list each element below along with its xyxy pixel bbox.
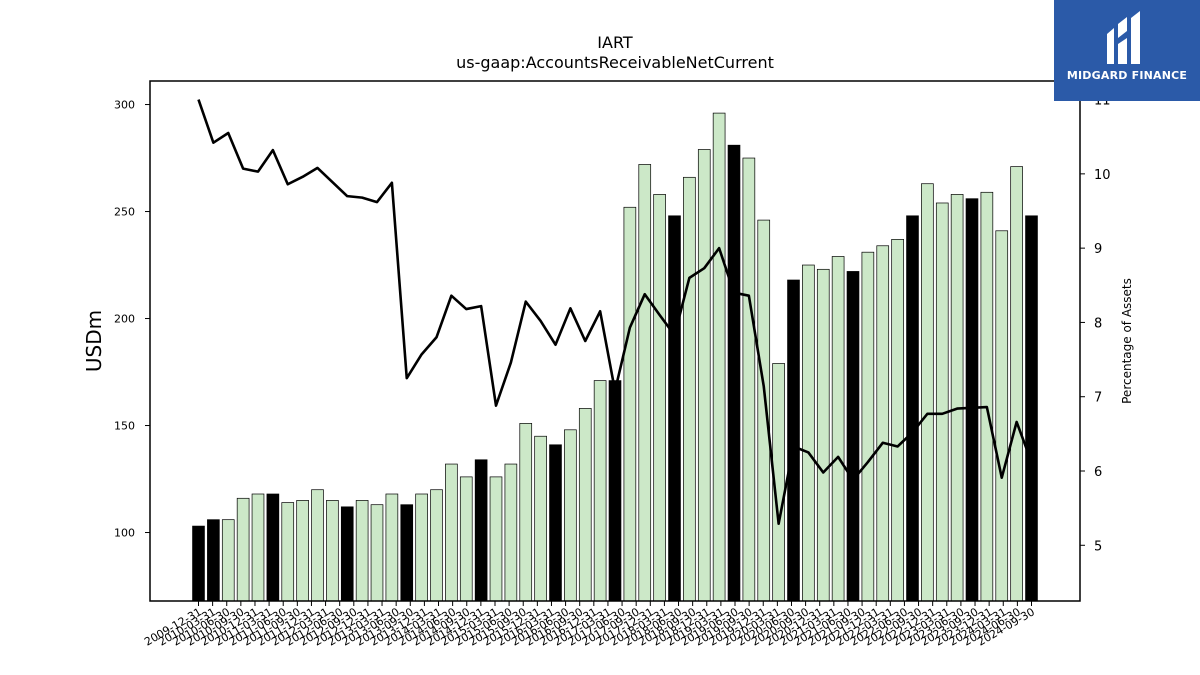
bar-series bbox=[192, 112, 1038, 602]
bar bbox=[549, 444, 562, 602]
y2-tick-label: 7 bbox=[1094, 391, 1102, 406]
y2-tick-label: 9 bbox=[1094, 242, 1102, 257]
bar bbox=[921, 183, 934, 602]
bar bbox=[712, 112, 726, 602]
bar bbox=[415, 493, 428, 602]
bar bbox=[608, 380, 622, 602]
bar bbox=[668, 215, 681, 602]
logo-text: MIDGARD FINANCE bbox=[1066, 69, 1188, 82]
y2-tick-label: 5 bbox=[1094, 539, 1102, 554]
bar bbox=[370, 504, 384, 602]
bar bbox=[192, 525, 205, 602]
bar bbox=[296, 500, 309, 602]
y-tick-label: 250 bbox=[114, 206, 135, 219]
bar bbox=[281, 502, 295, 602]
bar bbox=[697, 149, 711, 602]
bar bbox=[474, 459, 488, 602]
bar bbox=[891, 239, 904, 602]
bar bbox=[593, 380, 607, 602]
bar bbox=[430, 489, 443, 602]
bar bbox=[326, 500, 339, 602]
bar bbox=[683, 176, 696, 602]
bar bbox=[846, 271, 860, 602]
bar bbox=[980, 191, 994, 602]
bar bbox=[534, 435, 547, 602]
bar bbox=[340, 506, 354, 602]
bar bbox=[965, 198, 979, 602]
bar bbox=[1025, 215, 1038, 602]
bar bbox=[802, 264, 815, 602]
bar bbox=[995, 230, 1009, 602]
y2-tick-label: 10 bbox=[1094, 168, 1111, 183]
bar bbox=[251, 493, 265, 602]
bar bbox=[564, 429, 577, 602]
logo-mark-icon bbox=[1107, 11, 1140, 64]
y-tick-label: 300 bbox=[114, 99, 135, 112]
bar bbox=[816, 268, 830, 602]
bar bbox=[653, 194, 666, 602]
bar bbox=[207, 519, 220, 602]
plot-frame bbox=[149, 80, 1081, 602]
bar bbox=[623, 206, 637, 602]
y-tick-label: 200 bbox=[114, 313, 135, 326]
bar bbox=[400, 504, 414, 602]
y2-tick-label: 6 bbox=[1094, 465, 1102, 480]
bar bbox=[221, 519, 235, 602]
bar bbox=[727, 144, 741, 602]
midgard-finance-logo: MIDGARD FINANCE bbox=[1054, 0, 1200, 101]
bar bbox=[935, 202, 949, 602]
bar bbox=[489, 476, 503, 602]
chart-subtitle: us-gaap:AccountsReceivableNetCurrent bbox=[456, 53, 774, 72]
bar bbox=[757, 219, 771, 602]
left-y-axis: 100 150 200 250 300 bbox=[114, 99, 150, 540]
percentage-line bbox=[197, 99, 1033, 526]
bar bbox=[950, 194, 964, 602]
bar bbox=[266, 493, 280, 602]
bar bbox=[787, 279, 800, 602]
bar bbox=[742, 157, 756, 602]
y-tick-label: 150 bbox=[114, 420, 135, 433]
x-axis: 2009-12-312010-03-312010-06-302010-09-30… bbox=[142, 601, 1037, 649]
y2-tick-label: 8 bbox=[1094, 316, 1102, 331]
bar bbox=[385, 493, 399, 602]
bar bbox=[831, 256, 845, 602]
bar bbox=[519, 423, 533, 602]
bar bbox=[445, 463, 458, 602]
bar bbox=[876, 245, 890, 602]
chart-title: IART bbox=[597, 33, 633, 52]
bar bbox=[355, 500, 369, 602]
bar bbox=[861, 251, 875, 602]
bar bbox=[504, 463, 518, 602]
bar bbox=[311, 489, 324, 602]
y2-axis-label: Percentage of Assets bbox=[1120, 278, 1134, 404]
line-series-layer bbox=[197, 99, 1033, 526]
bar bbox=[638, 164, 652, 602]
y-tick-label: 100 bbox=[114, 527, 135, 540]
bar bbox=[578, 408, 592, 602]
bar bbox=[1010, 166, 1023, 602]
y-axis-label: USDm bbox=[82, 310, 106, 372]
bar bbox=[236, 497, 250, 602]
bar bbox=[459, 476, 473, 602]
bar bbox=[906, 215, 919, 602]
